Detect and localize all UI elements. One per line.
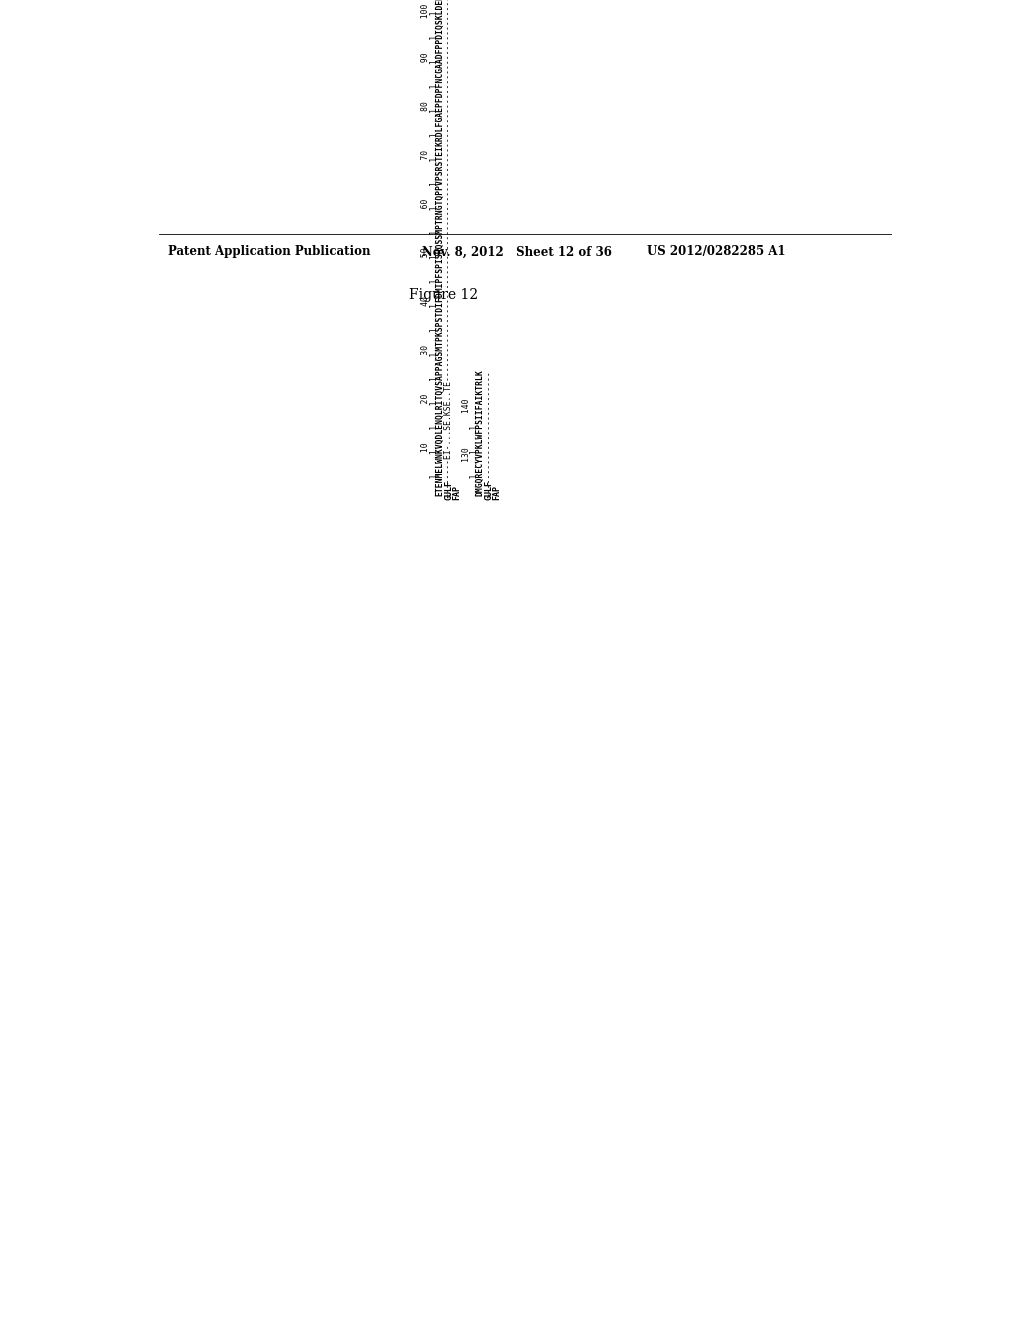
Text: --------------------------: -------------------------- (483, 368, 493, 496)
Text: GULF: GULF (484, 480, 494, 500)
Text: FAP: FAP (452, 486, 461, 500)
Text: --------EI-...SE.KSE..TE--------------------------------------------------------: --------EI-...SE.KSE..TE----------------… (443, 0, 452, 496)
Text: US 2012/0282285 A1: US 2012/0282285 A1 (647, 246, 785, 259)
Text: ....1....1....1....1....1....1....1....1....1....1....1....1....1....1....1....1: ....1....1....1....1....1....1....1....1… (428, 0, 437, 496)
Text: 10        20        30        40        50        60        70        80        : 10 20 30 40 50 60 70 80 (421, 0, 430, 496)
Text: 130       140: 130 140 (462, 399, 471, 496)
Text: ETENMELWNKVQDLENQLRITQVSAPPAGSMTPKSPSTDIFDMIPFSPISHQSSMPTRNGTQPPVPSRSTEIKRDLFGAE: ETENMELWNKVQDLENQLRITQVSAPPAGSMTPKSPSTDI… (435, 0, 444, 496)
Text: Figure 12: Figure 12 (409, 288, 477, 302)
Text: Nov. 8, 2012   Sheet 12 of 36: Nov. 8, 2012 Sheet 12 of 36 (423, 246, 612, 259)
Text: FAP: FAP (493, 486, 502, 500)
Text: GULF: GULF (444, 480, 454, 500)
Text: ....1....1....1....: ....1....1....1.... (469, 403, 477, 496)
Text: Patent Application Publication: Patent Application Publication (168, 246, 371, 259)
Text: DMGQRECYVPKLWFPSIIFAIKTRLK: DMGQRECYVPKLWFPSIIFAIKTRLK (475, 368, 484, 496)
